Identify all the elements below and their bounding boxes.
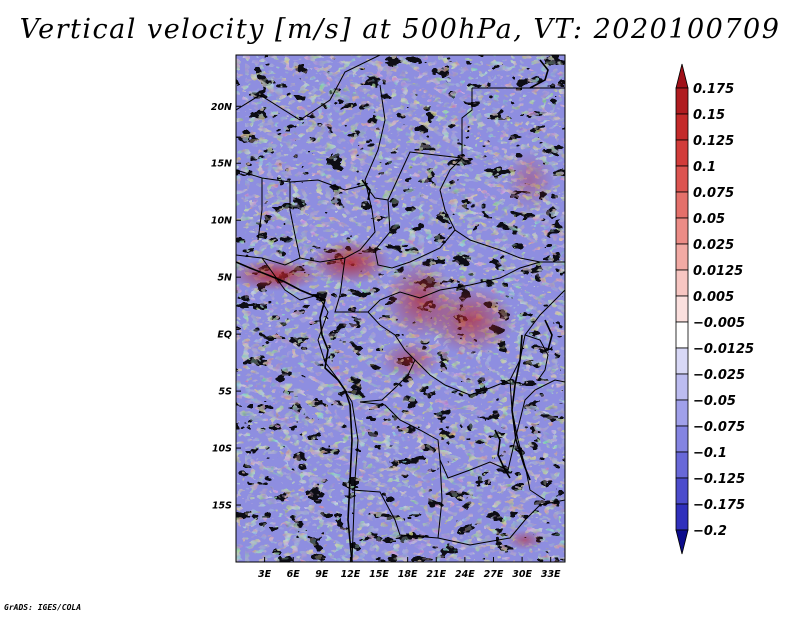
lat-tick-label: EQ <box>217 330 232 341</box>
colorbar-label: 0.005 <box>693 290 734 305</box>
colorbar-segment <box>675 425 689 453</box>
lat-tick-label: 15S <box>212 501 232 512</box>
colorbar-label: −0.2 <box>693 524 727 539</box>
grads-credit: GrADS: IGES/COLA <box>4 603 82 612</box>
latitude-axis: 20N 15N 10N 5N EQ 5S 10S 15S <box>211 102 241 512</box>
lon-tick-label: 21E <box>426 569 446 580</box>
colorbar-label: −0.005 <box>693 316 745 331</box>
colorbar-label: 0.175 <box>693 82 734 97</box>
lat-tick-label: 15N <box>211 159 232 170</box>
lon-tick-label: 12E <box>341 569 361 580</box>
lon-tick-label: 18E <box>398 569 418 580</box>
colorbar-label: −0.0125 <box>693 342 754 357</box>
coastlines <box>236 59 553 562</box>
axis-frame <box>235 54 566 563</box>
colorbar-segment <box>675 165 689 193</box>
colorbar-label: −0.175 <box>693 498 745 513</box>
colorbar-segment <box>675 295 689 323</box>
lon-tick-label: 33E <box>541 569 561 580</box>
lon-tick-label: 27E <box>484 569 504 580</box>
lon-tick-label: 9E <box>315 569 329 580</box>
colorbar-segment <box>675 373 689 401</box>
colorbar-segment <box>675 87 689 115</box>
colorbar-label: −0.1 <box>693 446 727 461</box>
colorbar-segment <box>675 503 689 531</box>
colorbar-bottom-arrow <box>675 529 689 555</box>
lat-tick-label: 5N <box>217 273 232 284</box>
longitude-axis: 3E 6E 9E 12E 15E 18E 21E 24E 27E 30E 33E <box>258 557 561 580</box>
colorbar-label: 0.025 <box>693 238 734 253</box>
colorbar-segment <box>675 191 689 219</box>
lon-tick-label: 30E <box>512 569 532 580</box>
lon-tick-label: 24E <box>455 569 475 580</box>
colorbar-segment <box>675 321 689 349</box>
colorbar-label: 0.125 <box>693 134 734 149</box>
lon-tick-label: 3E <box>258 569 272 580</box>
colorbar: 0.175 0.15 0.125 0.1 0.075 0.05 0.025 0.0125 0.0… <box>675 63 754 555</box>
colorbar-label: 0.1 <box>693 160 716 175</box>
lat-tick-label: 5S <box>219 387 233 398</box>
colorbar-segment <box>675 347 689 375</box>
colorbar-label: −0.05 <box>693 394 736 409</box>
colorbar-label: 0.075 <box>693 186 734 201</box>
lat-tick-label: 10S <box>212 444 232 455</box>
colorbar-segment <box>675 399 689 427</box>
colorbar-label: 0.15 <box>693 108 725 123</box>
colorbar-label: −0.125 <box>693 472 745 487</box>
colorbar-segment <box>675 139 689 167</box>
colorbar-label: 0.05 <box>693 212 725 227</box>
lon-tick-label: 6E <box>287 569 301 580</box>
lon-tick-label: 15E <box>369 569 389 580</box>
colorbar-label: −0.075 <box>693 420 745 435</box>
colorbar-segment <box>675 243 689 271</box>
colorbar-label: 0.0125 <box>693 264 743 279</box>
lat-tick-label: 10N <box>211 216 232 227</box>
colorbar-segment <box>675 269 689 297</box>
colorbar-top-arrow <box>675 63 689 89</box>
velocity-field <box>236 55 565 562</box>
colorbar-segment <box>675 217 689 245</box>
colorbar-segment <box>675 113 689 141</box>
lat-tick-label: 20N <box>211 102 232 113</box>
colorbar-segment <box>675 451 689 479</box>
colorbar-label: −0.025 <box>693 368 745 383</box>
political-boundaries <box>236 55 565 562</box>
colorbar-segment <box>675 477 689 505</box>
chart-title: Vertical velocity [m/s] at 500hPa, VT: 2… <box>19 14 781 45</box>
